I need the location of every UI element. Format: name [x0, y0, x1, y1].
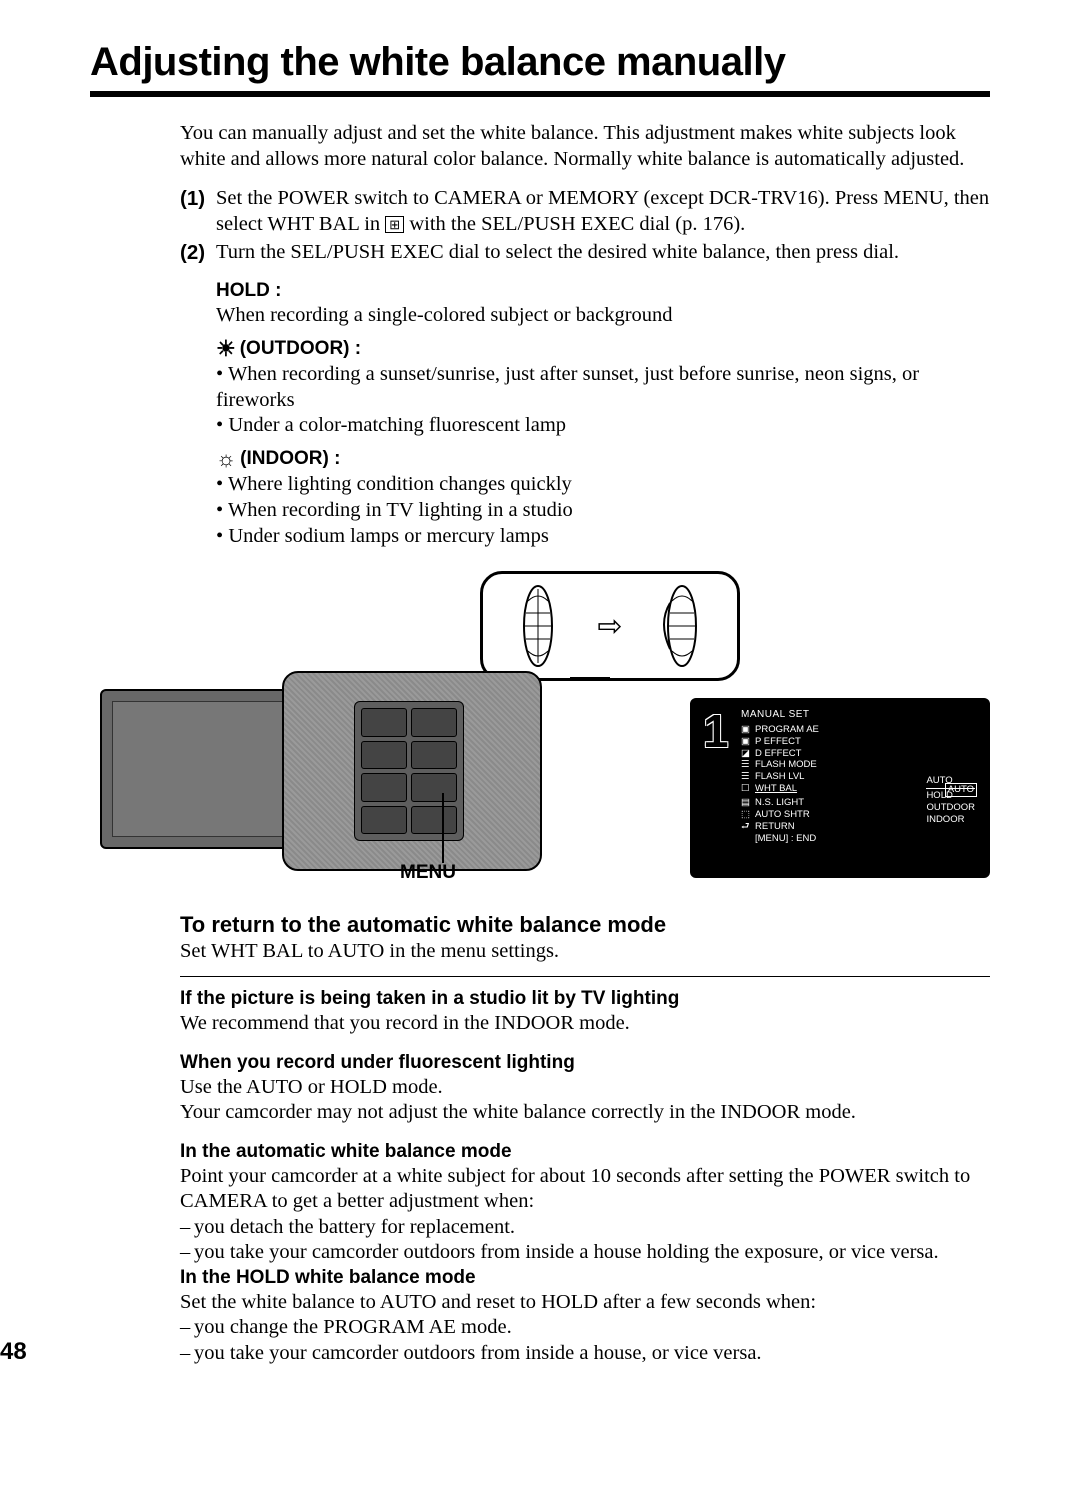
- camcorder-body: [282, 671, 542, 871]
- list-item: Under sodium lamps or mercury lamps: [216, 524, 990, 550]
- list-item: Under a color-matching fluorescent lamp: [216, 413, 990, 439]
- menu-item-icon: ◪: [741, 748, 755, 760]
- menu-option: AUTO: [926, 775, 975, 789]
- menu-item-icon: ☰: [741, 759, 755, 771]
- list-item: you take your camcorder outdoors from in…: [194, 1341, 762, 1367]
- note-body: We recommend that you record in the INDO…: [180, 1011, 990, 1037]
- leader-line: [570, 677, 610, 679]
- note-heading: In the HOLD white balance mode: [180, 1266, 990, 1290]
- bulb-icon: ☼: [216, 446, 236, 471]
- indoor-label-text: (INDOOR) :: [240, 448, 340, 469]
- menu-item-label: D EFFECT: [755, 748, 977, 760]
- list-item: When recording a sunset/sunrise, just af…: [216, 362, 990, 413]
- steps-list: (1) Set the POWER switch to CAMERA or ME…: [180, 186, 990, 265]
- camcorder-lcd: [100, 689, 310, 849]
- mode-indoor: ☼(INDOOR) : Where lighting condition cha…: [180, 445, 990, 549]
- step-text-post: with the SEL/PUSH EXEC dial (p. 176).: [404, 213, 745, 235]
- menu-option-list: AUTO HOLD OUTDOOR INDOOR: [926, 775, 975, 826]
- mode-indoor-label: ☼(INDOOR) :: [216, 445, 990, 473]
- menu-item-icon: ☐: [741, 783, 755, 797]
- menu-item-icon: ⮐: [741, 821, 755, 833]
- mode-outdoor-label: ☀(OUTDOOR) :: [216, 335, 990, 363]
- list-item: When recording in TV lighting in a studi…: [216, 498, 990, 524]
- title-rule: [90, 91, 990, 97]
- dial-icon-open: [650, 583, 714, 669]
- dial-icon-closed: [506, 583, 570, 669]
- mode-hold: HOLD : When recording a single-colored s…: [180, 279, 990, 328]
- step-number: (2): [180, 240, 216, 266]
- menu-option: OUTDOOR: [926, 802, 975, 814]
- camcorder-illustration: [100, 671, 550, 881]
- dash-list: –you detach the battery for replacement.…: [180, 1215, 990, 1266]
- arrow-right-icon: ⇨: [597, 608, 622, 646]
- leader-line: [442, 793, 444, 863]
- mode-hold-desc: When recording a single-colored subject …: [216, 303, 990, 329]
- dash-list: –you change the PROGRAM AE mode. –you ta…: [180, 1315, 990, 1366]
- menu-item-label: FLASH MODE: [755, 759, 977, 771]
- step-body: Set the POWER switch to CAMERA or MEMORY…: [216, 186, 990, 237]
- menu-screen-title: MANUAL SET: [741, 709, 977, 722]
- menu-item-label: WHT BAL: [755, 783, 945, 797]
- menu-item-icon: ☰: [741, 771, 755, 783]
- list-item: Where lighting condition changes quickly: [216, 472, 990, 498]
- mode-outdoor: ☀(OUTDOOR) : When recording a sunset/sun…: [180, 335, 990, 439]
- page-number: 48: [0, 1337, 27, 1367]
- page-title: Adjusting the white balance manually: [90, 40, 990, 85]
- menu-screen-footer: [MENU] : END: [755, 833, 977, 845]
- note-heading: When you record under fluorescent lighti…: [180, 1051, 990, 1075]
- list-item: you change the PROGRAM AE mode.: [194, 1315, 512, 1341]
- menu-item-icon: ⬚: [741, 809, 755, 821]
- section-rule: [180, 976, 990, 977]
- menu-screen: 1 MANUAL SET ▣PROGRAM AE ▣P EFFECT ◪D EF…: [690, 698, 990, 878]
- dial-callout: ⇨: [480, 571, 740, 681]
- mode-hold-label: HOLD :: [216, 279, 990, 303]
- illustration-figure: ⇨ MENU 1 MANUAL SET ▣PROGRAM AE ▣P EFFEC…: [90, 563, 990, 893]
- menu-pointer-label: MENU: [400, 861, 456, 885]
- menu-item-label: P EFFECT: [755, 736, 977, 748]
- menu-item-icon: ▣: [741, 736, 755, 748]
- outdoor-label-text: (OUTDOOR) :: [240, 338, 361, 359]
- note-body: Use the AUTO or HOLD mode.: [180, 1075, 990, 1101]
- step-number: (1): [180, 186, 216, 237]
- list-item: you detach the battery for replacement.: [194, 1215, 515, 1241]
- menu-item-label: PROGRAM AE: [755, 724, 977, 736]
- note-body: Point your camcorder at a white subject …: [180, 1164, 990, 1215]
- intro-paragraph: You can manually adjust and set the whit…: [180, 121, 990, 172]
- menu-item-icon: ▣: [741, 724, 755, 736]
- step-body: Turn the SEL/PUSH EXEC dial to select th…: [216, 240, 990, 266]
- list-item: you take your camcorder outdoors from in…: [194, 1240, 939, 1266]
- return-heading: To return to the automatic white balance…: [180, 911, 990, 939]
- menu-item-icon: ▤: [741, 797, 755, 809]
- step-marker-1: 1: [703, 703, 729, 761]
- sun-icon: ☀: [216, 336, 236, 361]
- note-heading: In the automatic white balance mode: [180, 1140, 990, 1164]
- outdoor-bullets: When recording a sunset/sunrise, just af…: [216, 362, 990, 439]
- menu-option: HOLD: [926, 790, 975, 802]
- note-body: Your camcorder may not adjust the white …: [180, 1100, 990, 1126]
- manual-set-icon: ⊞: [385, 216, 404, 233]
- note-heading: If the picture is being taken in a studi…: [180, 987, 990, 1011]
- menu-option: INDOOR: [926, 814, 975, 826]
- indoor-bullets: Where lighting condition changes quickly…: [216, 472, 990, 549]
- camcorder-button-panel: [354, 701, 464, 841]
- return-body: Set WHT BAL to AUTO in the menu settings…: [180, 939, 990, 965]
- note-body: Set the white balance to AUTO and reset …: [180, 1290, 990, 1316]
